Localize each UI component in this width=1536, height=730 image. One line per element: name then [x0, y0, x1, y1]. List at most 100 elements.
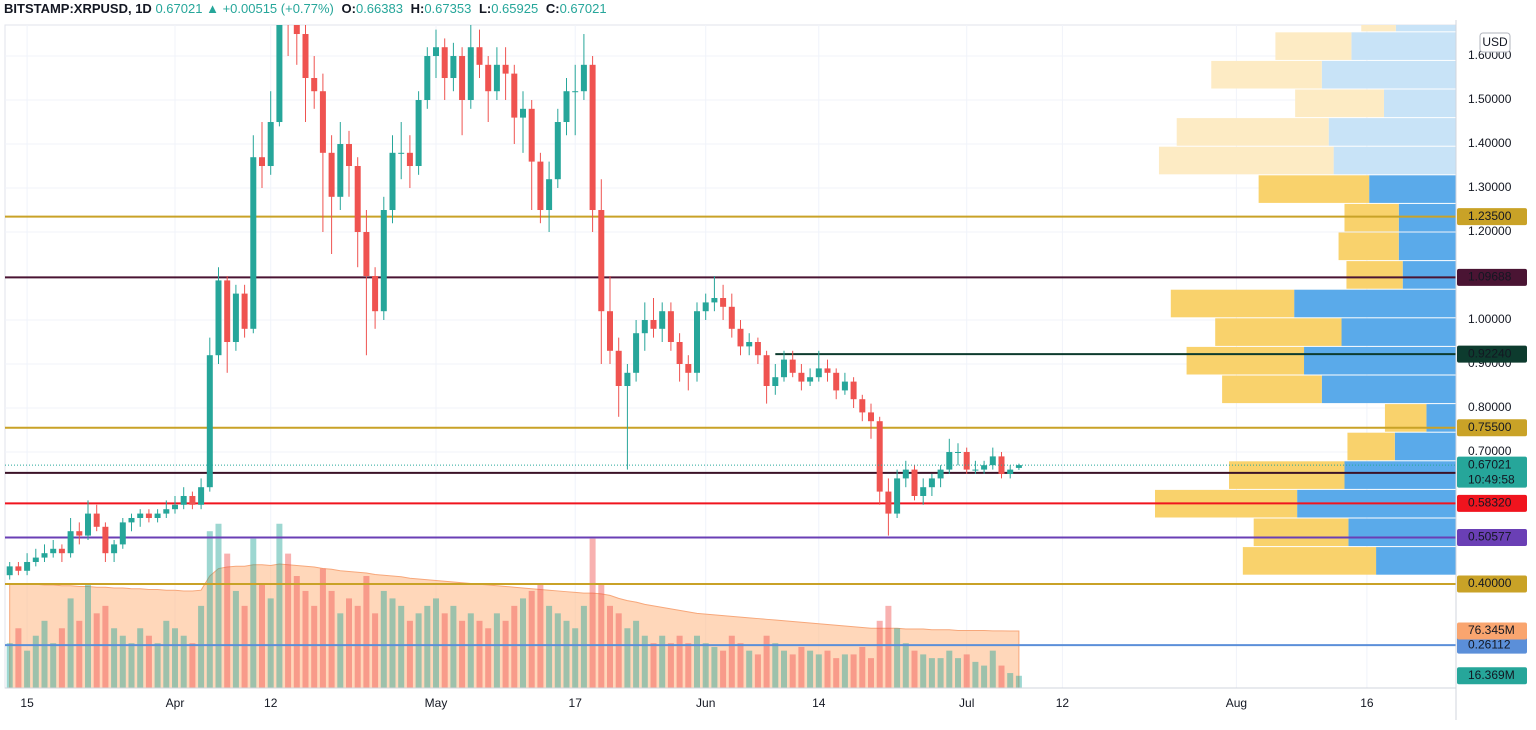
candle-body: [354, 166, 361, 233]
x-tick-label: 14: [812, 696, 826, 710]
volume-bar: [172, 628, 178, 688]
volume-bar: [206, 531, 213, 688]
volume-bar: [354, 605, 361, 688]
candle-body: [32, 557, 39, 562]
vp-down: [1242, 547, 1377, 575]
volume-bar: [302, 590, 309, 688]
volume-bar: [911, 650, 918, 688]
candle-body: [276, 25, 283, 123]
volume-bar: [85, 583, 91, 688]
volume-bar: [276, 523, 283, 688]
candle-body: [737, 328, 744, 347]
candle-body: [6, 566, 13, 576]
volume-bar: [859, 646, 866, 688]
symbol: BITSTAMP:XRPUSD, 1D: [4, 1, 152, 16]
candle-body: [911, 469, 918, 496]
volume-bar: [868, 658, 874, 688]
level-label: 0.50577: [1468, 530, 1512, 544]
candle-body: [928, 478, 935, 488]
candle-body: [720, 298, 727, 307]
candle-body: [424, 56, 431, 101]
y-tick-label: 0.70000: [1468, 444, 1512, 458]
level-label: 0.75500: [1468, 420, 1512, 434]
candle-body: [50, 548, 57, 554]
volume-bar: [232, 590, 239, 688]
volume-bar: [485, 628, 492, 688]
x-tick-label: 16: [1360, 696, 1374, 710]
candle-body: [563, 91, 570, 123]
candle-body: [467, 47, 474, 101]
candle-body: [215, 280, 222, 356]
candle-body: [798, 372, 805, 382]
vp-up: [1398, 232, 1456, 261]
candle-body: [128, 517, 135, 523]
x-tick-label: 12: [1056, 696, 1070, 710]
candle-body: [172, 504, 178, 510]
volume-bar: [102, 605, 109, 688]
candle-body: [328, 152, 335, 197]
vp-up: [1333, 146, 1456, 175]
volume-bar: [711, 646, 718, 688]
volume-bar: [328, 590, 335, 688]
volume-bar: [633, 620, 640, 688]
candle-body: [633, 333, 640, 373]
vp-up: [1398, 203, 1456, 232]
volume-bar: [259, 583, 265, 688]
last-price-tag: [1457, 456, 1527, 488]
candle-body: [580, 64, 587, 92]
volume-bar: [180, 635, 187, 688]
currency-box[interactable]: [1479, 32, 1511, 53]
candle-body: [137, 513, 144, 518]
level-tag: [1457, 208, 1527, 226]
volume-bar: [215, 523, 222, 688]
candle-body: [102, 526, 109, 554]
vp-down: [1229, 461, 1345, 489]
volume-bar: [319, 568, 326, 688]
level-label: 0.26112: [1468, 637, 1511, 651]
candle-body: [154, 513, 161, 518]
y-tick-label: 1.30000: [1468, 180, 1512, 194]
volume-bar: [337, 613, 344, 688]
volume-bar: [285, 553, 292, 688]
level-tag: [1457, 419, 1527, 437]
vp-up: [1328, 118, 1456, 146]
candle-body: [902, 469, 909, 479]
volume-bar: [93, 613, 100, 688]
candle-body: [259, 157, 265, 167]
volume-bar: [32, 635, 39, 688]
candle-body: [198, 487, 205, 505]
candle-body: [711, 298, 718, 303]
key: O:: [341, 1, 356, 16]
volume-bar: [598, 583, 605, 688]
last-price-label: 0.67021: [1468, 457, 1512, 471]
candle-body: [833, 372, 840, 391]
volume-bar: [667, 643, 674, 688]
candle-body: [180, 495, 187, 505]
x-tick-label: 17: [569, 696, 583, 710]
x-tick-label: Aug: [1226, 696, 1247, 710]
candle-body: [894, 478, 901, 514]
volume-bar: [789, 654, 796, 688]
y-tick-label: 1.20000: [1468, 224, 1512, 238]
candle-body: [406, 152, 413, 167]
countdown: 10:49:58: [1468, 472, 1515, 486]
high: 0.67353: [424, 1, 472, 16]
volume-bar: [502, 620, 509, 688]
vp-down: [1215, 318, 1342, 346]
candle-body: [41, 553, 48, 558]
candle-body: [920, 487, 927, 496]
candle-body: [58, 548, 65, 554]
x-tick-label: Jul: [959, 696, 974, 710]
candle-body: [363, 232, 370, 277]
candle-body: [955, 451, 961, 453]
volume-bar: [772, 643, 779, 688]
volume-bar: [841, 654, 848, 688]
volume-bar: [6, 643, 13, 688]
volume-bar: [250, 538, 257, 688]
volume-bar: [624, 628, 631, 688]
candle-body: [111, 544, 118, 554]
candle-body: [772, 377, 779, 387]
level-tag: [1457, 268, 1527, 286]
candle-body: [641, 320, 648, 334]
candle-body: [502, 64, 509, 74]
